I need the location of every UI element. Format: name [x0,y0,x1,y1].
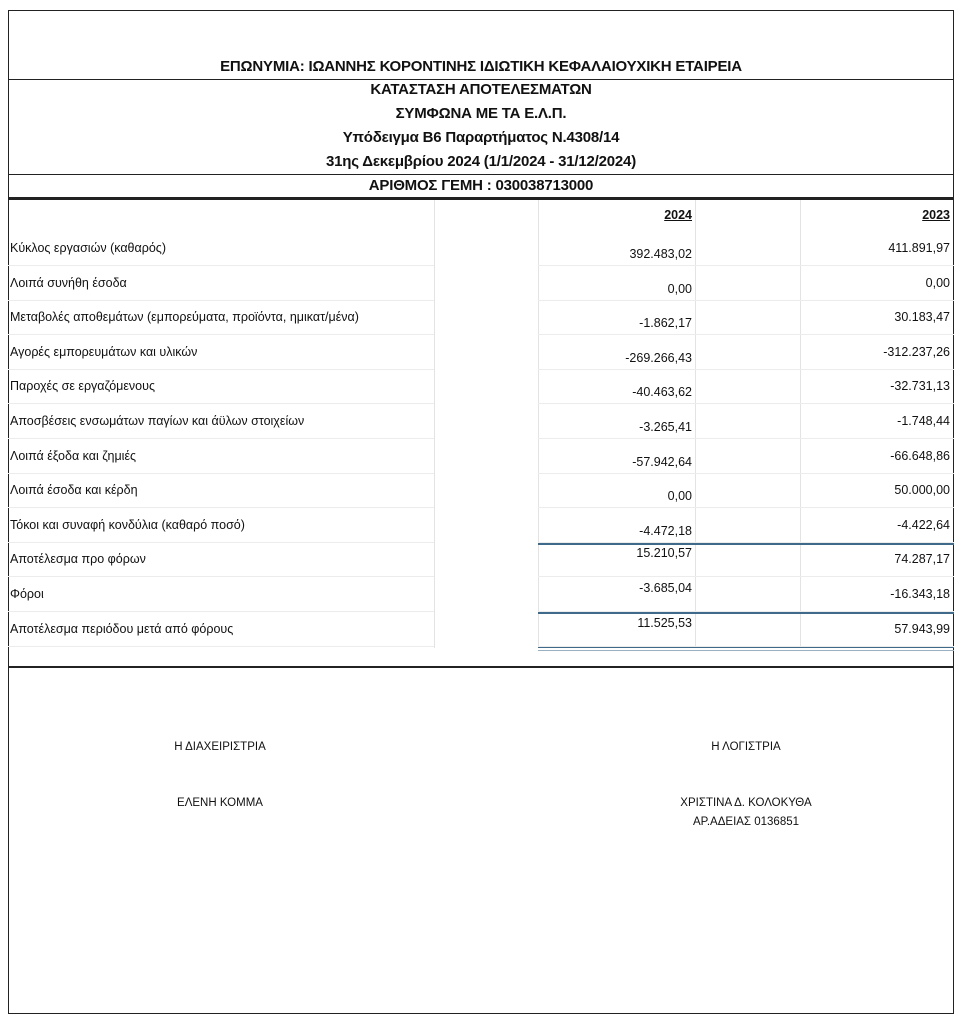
subtotal-rule [538,612,954,614]
value-2023: 57.943,99 [894,621,950,636]
divider [8,79,954,80]
row-label: Αποτέλεσμα περιόδου μετά από φόρους [10,621,234,636]
row-divider [538,541,954,543]
row-label: Λοιπά έσοδα και κέρδη [10,483,138,498]
row-divider [8,576,434,578]
row-divider [8,541,434,543]
value-2024: 11.525,53 [637,615,692,630]
row-label: Κύκλος εργασιών (καθαρός) [10,241,166,255]
row-label: Αγορές εμπορευμάτων και υλικών [10,344,198,359]
table-row: Παροχές σε εργαζόμενους -40.463,62 -32.731… [8,370,954,405]
value-2023: -32.731,13 [890,379,950,394]
row-divider [8,265,434,266]
divider [8,666,954,668]
statement-title: ΚΑΤΑΣΤΑΣΗ ΑΠΟΤΕΛΕΣΜΑΤΩΝ [370,81,592,98]
row-label: Μεταβολές αποθεμάτων (εμπορεύματα, προϊό… [10,310,359,325]
value-2024: 392.483,02 [629,247,692,261]
value-2024: 0,00 [667,281,692,296]
row-label: Παροχές σε εργαζόμενους [10,379,155,394]
grid-line [695,200,696,648]
value-2023: 411.891,97 [888,241,950,255]
row-divider [538,438,954,439]
table-row: Τόκοι και συναφή κονδύλια (καθαρό ποσό) -… [8,509,954,543]
value-2024: -4.472,18 [639,523,692,538]
row-label: Λοιπά έξοδα και ζημιές [10,448,137,463]
row-divider [538,403,954,405]
value-2024: 0,00 [667,489,692,504]
row-divider [538,472,954,474]
accountant-role: Η ΛΟΓΙΣΤΡΙΑ [711,741,781,753]
table-row: Μεταβολές αποθεμάτων (εμπορεύματα, προϊό… [8,301,954,336]
accountant-name: ΧΡΙΣΤΙΝΑ Δ. ΚΟΛΟΚΥΘΑ [680,797,812,809]
manager-name: ΕΛΕΝΗ ΚΟΜΜΑ [177,797,263,809]
row-divider [538,611,954,612]
table-row: Λοιπά έσοδα και κέρδη 0,00 50.000,00 [8,474,954,509]
total-double-rule [538,647,954,648]
row-divider [8,368,434,370]
subtotal-rule [538,543,954,545]
table-row: Λοιπά έξοδα και ζημιές -57.942,64 -66.648,… [8,440,954,474]
row-label: Τόκοι και συναφή κονδύλια (καθαρό ποσό) [10,517,245,532]
value-2024: -57.942,64 [632,454,692,469]
statement-model: Υπόδειγμα Β6 Παραρτήματος Ν.4308/14 [342,129,620,146]
value-2023: 50.000,00 [894,483,950,498]
row-divider [8,299,434,301]
statement-period: 31ης Δεκεμβρίου 2024 (1/1/2024 - 31/12/2… [325,153,636,170]
row-divider [538,334,954,336]
value-2024: -3.685,04 [639,581,692,595]
row-divider [538,299,954,301]
statement-subtitle: ΣΥΜΦΩΝΑ ΜΕ ΤΑ Ε.Λ.Π. [395,105,567,122]
value-2024: -1.862,17 [639,316,692,331]
page-frame [8,10,954,1014]
value-2023: 74.287,17 [894,552,950,567]
value-2023: -66.648,86 [890,448,950,463]
manager-role: Η ΔΙΑΧΕΙΡΙΣΤΡΙΑ [174,741,266,753]
value-2024: -269.266,43 [625,350,692,365]
value-2023: 0,00 [925,275,950,290]
row-divider [538,507,954,509]
row-label: Αποτέλεσμα προ φόρων [10,552,146,567]
table-row: Αποτέλεσμα προ φόρων 15.210,57 74.287,17 [8,543,954,578]
row-divider [538,645,954,647]
row-label: Αποσβέσεις ενσωμάτων παγίων και άϋλων στ… [10,414,305,428]
table-row: Κύκλος εργασιών (καθαρός) 392.483,02 411.8… [8,232,954,266]
divider [8,174,954,175]
table-row: Λοιπά συνήθη έσοδα 0,00 0,00 [8,267,954,301]
value-2023: 30.183,47 [894,310,950,325]
row-divider [8,507,434,509]
value-2023: -16.343,18 [890,587,950,601]
value-2023: -312.237,26 [883,344,950,359]
company-name: ΕΠΩΝΥΜΙΑ: ΙΩΑΝΝΗΣ ΚΟΡΟΝΤΙΝΗΣ ΙΔΙΩΤΙΚΗ ΚΕ… [220,58,742,75]
column-header-2023: 2023 [922,208,950,222]
divider-thick [8,197,954,200]
row-divider [8,403,434,405]
column-header-2024: 2024 [664,208,692,222]
grid-line [434,200,435,648]
row-divider [8,472,434,474]
accountant-license: ΑΡ.ΑΔΕΙΑΣ 0136851 [692,816,800,828]
grid-line [538,200,539,648]
row-divider [538,368,954,370]
value-2024: -40.463,62 [632,385,692,400]
table-row: Φόροι -3.685,04 -16.343,18 [8,578,954,612]
table-row: Αποτέλεσμα περιόδου μετά από φόρους 11.52… [8,613,954,647]
row-label: Φόροι [10,587,44,601]
row-divider [8,611,434,612]
row-divider [8,334,434,336]
row-divider [8,645,434,647]
row-label: Λοιπά συνήθη έσοδα [10,275,127,290]
row-divider [8,438,434,439]
row-divider [538,576,954,578]
value-2023: -4.422,64 [897,517,950,532]
value-2024: 15.210,57 [636,546,692,561]
total-double-rule [538,650,954,651]
value-2024: -3.265,41 [639,420,692,434]
table-row: Αγορές εμπορευμάτων και υλικών -269.266,4… [8,336,954,370]
gemi-number: ΑΡΙΘΜΟΣ ΓΕΜΗ : 030038713000 [368,177,594,194]
row-divider [538,265,954,266]
table-row: Αποσβέσεις ενσωμάτων παγίων και άϋλων στ… [8,405,954,439]
value-2023: -1.748,44 [897,414,950,428]
grid-line [800,200,801,648]
